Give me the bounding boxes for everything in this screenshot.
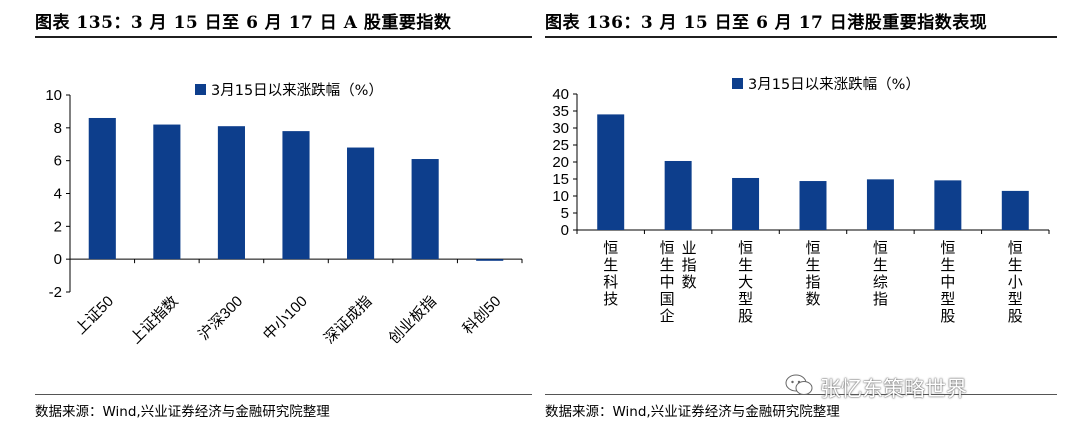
right-source-note: 数据来源：Wind,兴业证券经济与金融研究院整理 (545, 404, 840, 420)
right-bar (597, 114, 625, 230)
left-bar (411, 159, 439, 260)
left-figure-panel: 图表 135：3 月 15 日至 6 月 17 日 A 股重要指数 3月15日以… (0, 0, 532, 435)
left-source-rule (35, 394, 532, 395)
right-bar (799, 181, 827, 230)
right-legend-label: 3月15日以来涨跌幅（%） (748, 76, 920, 93)
right-category-label: 恒生综指 (873, 240, 888, 308)
right-figure-title: 图表 136：3 月 15 日至 6 月 17 日港股重要指数表现 (545, 13, 988, 33)
left-legend-swatch (195, 84, 206, 95)
right-y-tick-label: 30 (552, 120, 569, 137)
left-y-tick-label: 10 (45, 87, 62, 104)
right-y-tick-label: 35 (552, 103, 569, 120)
right-bar (1001, 190, 1029, 230)
right-category-label: 恒生小型股 (1008, 240, 1023, 325)
right-y-tick-label: 0 (561, 222, 569, 239)
left-bar (88, 117, 116, 260)
right-legend-swatch (732, 78, 743, 89)
right-y-tick-label: 20 (552, 154, 569, 171)
right-category-label: 恒生大型股 (738, 240, 753, 325)
right-y-tick-label: 5 (561, 205, 569, 222)
left-title-rule (35, 36, 532, 38)
left-y-tick-label: 4 (54, 186, 62, 203)
right-y-tick-label: 15 (552, 171, 569, 188)
left-y-tick-label: 0 (54, 251, 62, 268)
right-category-label: 恒生指数 (805, 240, 820, 308)
left-category-label: 深证成指 (321, 293, 375, 347)
right-y-tick-label: 40 (552, 86, 569, 103)
left-category-label: 科创50 (460, 293, 505, 338)
left-bar (347, 147, 375, 260)
wechat-icon (785, 374, 813, 395)
left-source-note: 数据来源：Wind,兴业证券经济与金融研究院整理 (35, 404, 330, 420)
left-y-tick-label: 8 (54, 120, 62, 137)
right-category-label: 恒生中型股 (940, 240, 955, 325)
left-category-label: 沪深300 (195, 293, 246, 344)
watermark-text: 张忆东策略世界 (820, 377, 967, 401)
right-category-label: 恒生科技 (603, 240, 618, 308)
right-y-tick-label: 10 (552, 188, 569, 205)
left-category-label: 上证指数 (127, 293, 181, 347)
left-category-label: 上证50 (72, 293, 117, 338)
left-y-tick-label: 6 (54, 153, 62, 170)
right-y-tick-label: 25 (552, 137, 569, 154)
left-category-label: 中小100 (260, 293, 311, 344)
left-bar (153, 124, 181, 260)
left-category-label: 创业板指 (385, 292, 440, 347)
left-y-tick-label: -2 (49, 284, 62, 301)
right-title-rule (545, 36, 1057, 38)
left-bar-chart: 3月15日以来涨跌幅（%） 10 8 6 4 2 0 -2 上证50 上证指数 沪深300 中小100… (45, 82, 523, 347)
right-bar (934, 180, 962, 230)
left-legend-label: 3月15日以来涨跌幅（%） (211, 82, 383, 99)
left-y-tick-label: 2 (54, 218, 62, 235)
left-bar (476, 259, 504, 261)
left-bar (217, 126, 245, 260)
right-bar (732, 177, 760, 230)
right-category-label: 恒生中国企业指数 (660, 240, 697, 325)
left-figure-title: 图表 135：3 月 15 日至 6 月 17 日 A 股重要指数 (35, 13, 452, 33)
left-bar (282, 131, 310, 260)
right-bar (664, 160, 692, 230)
right-figure-panel: 图表 136：3 月 15 日至 6 月 17 日港股重要指数表现 3月15日以… (537, 0, 1065, 435)
right-bar (866, 179, 894, 230)
